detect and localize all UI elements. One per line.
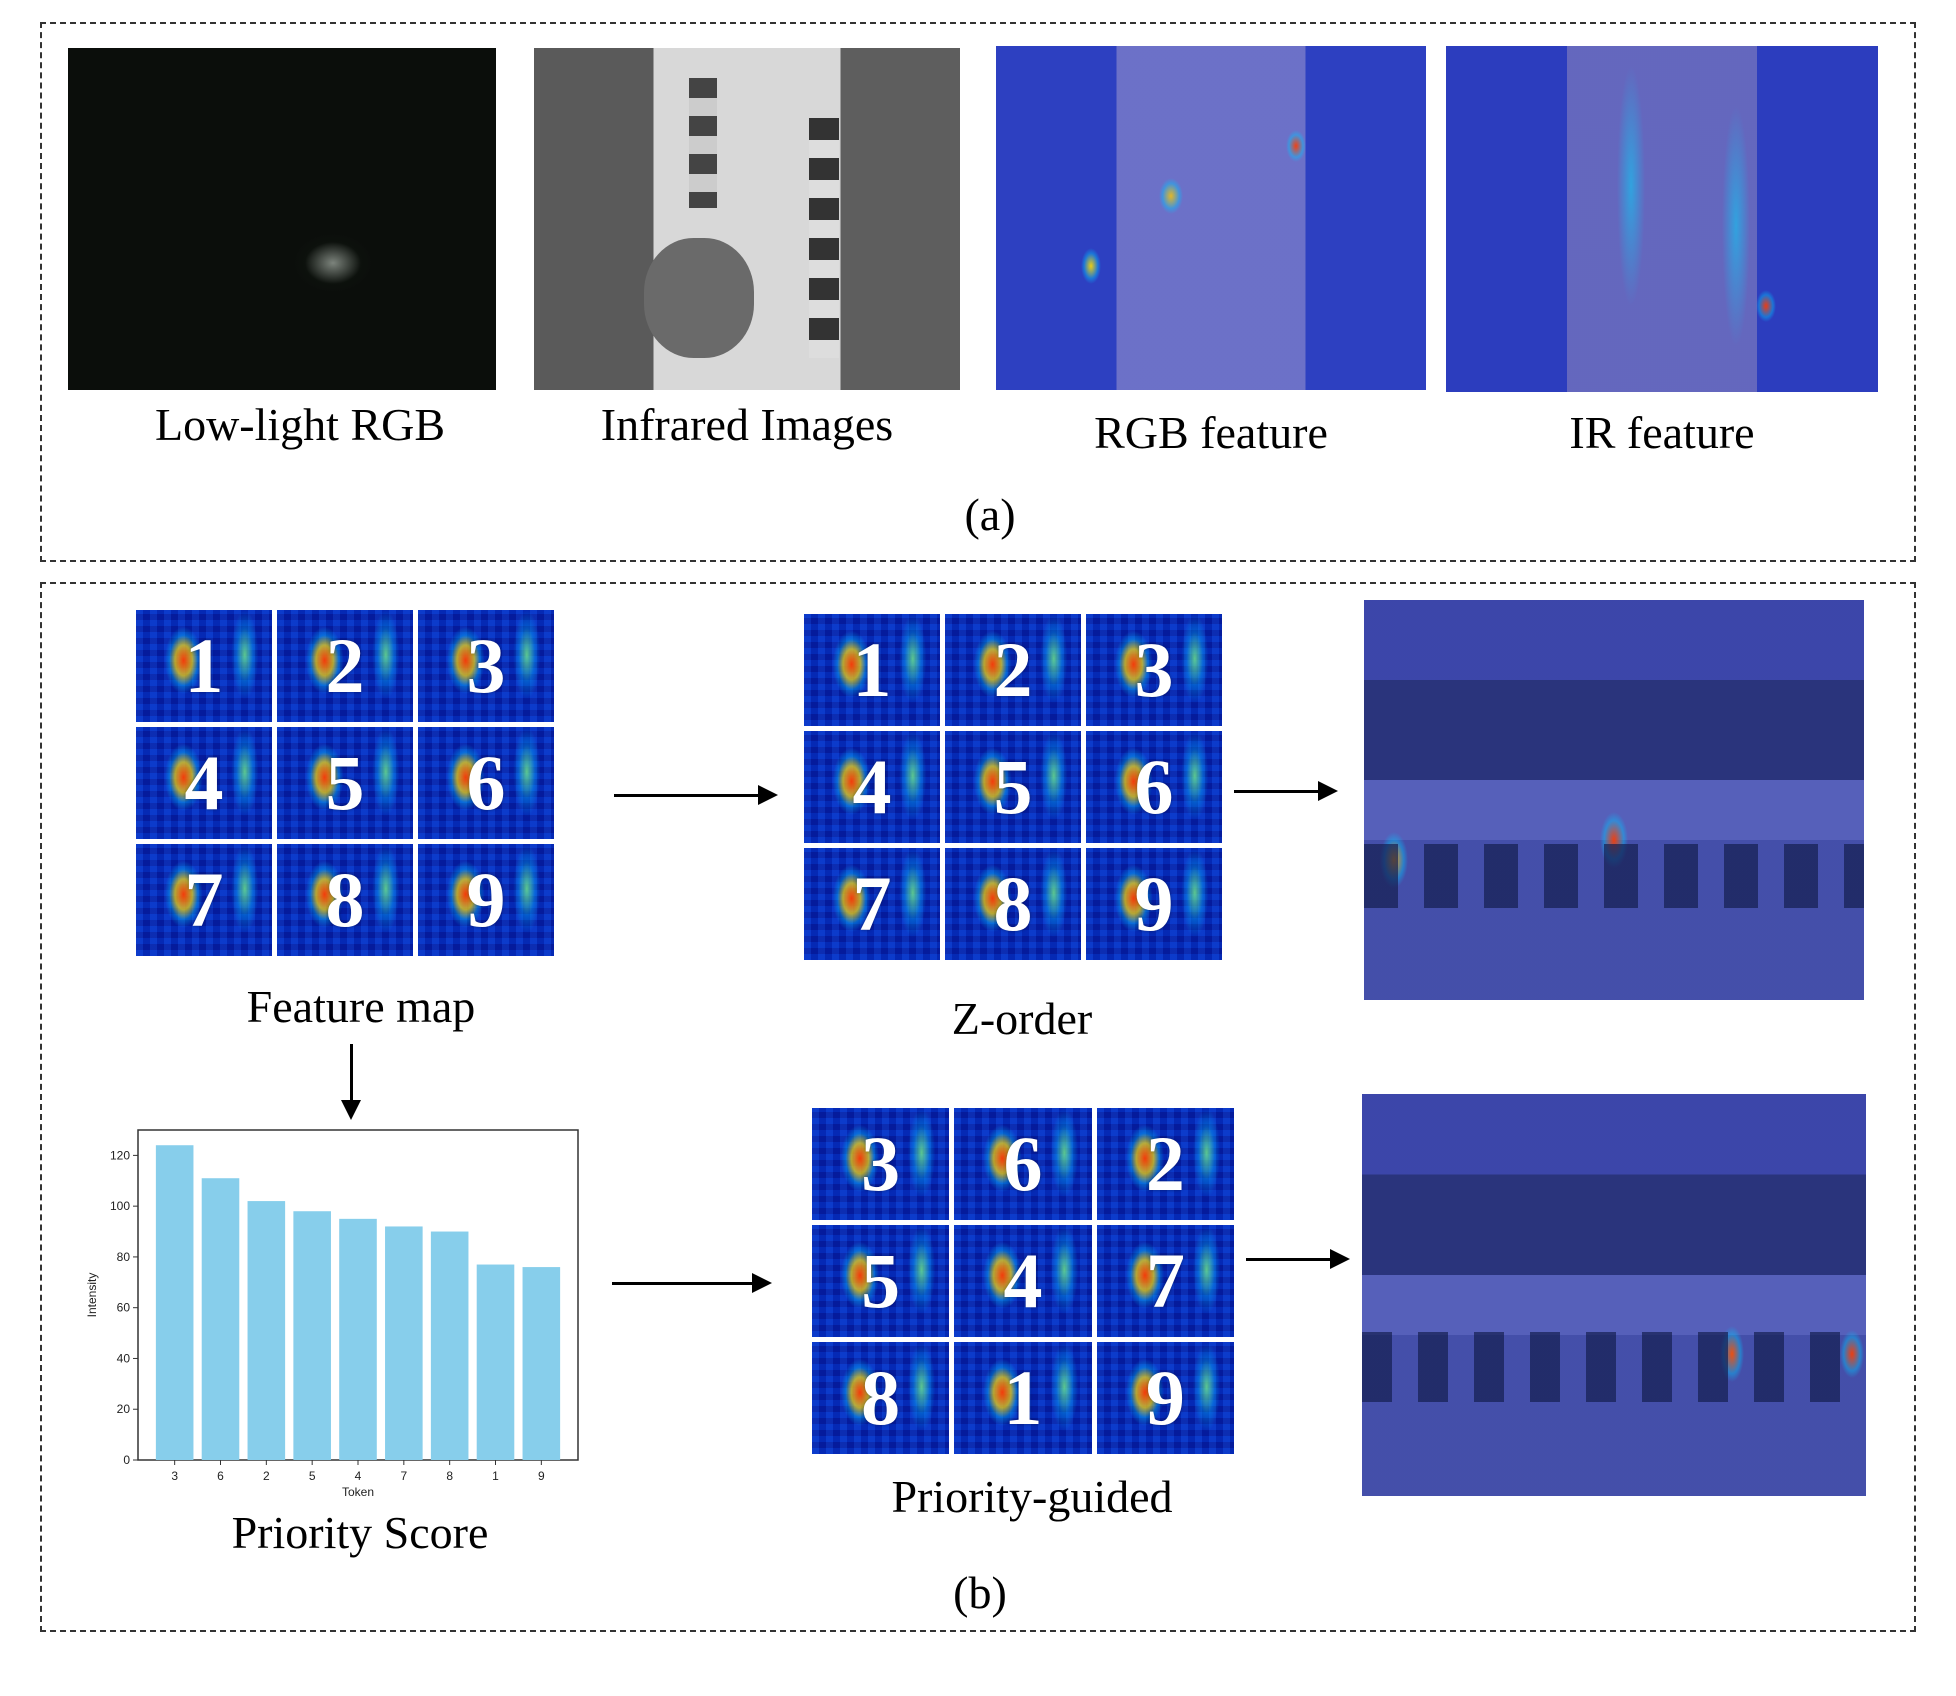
feature-map-token: 7 <box>136 844 272 956</box>
rgb-feature-map <box>996 46 1426 390</box>
zorder-token: 4 <box>804 731 940 843</box>
low-light-rgb-image <box>68 48 496 390</box>
bar <box>247 1201 286 1460</box>
panel-b <box>40 582 1916 1632</box>
panel-a <box>40 22 1916 562</box>
bar <box>339 1218 377 1460</box>
caption-zorder: Z-order <box>951 993 1093 1044</box>
y-tick-label: 60 <box>117 1301 131 1315</box>
feature-map-token: 8 <box>277 844 413 956</box>
priority-guided-grid: 3 6 2 5 4 7 8 1 9 <box>812 1108 1234 1454</box>
priority-token: 9 <box>1096 1342 1234 1454</box>
bar <box>522 1267 561 1460</box>
infrared-image <box>534 48 960 390</box>
x-tick-label: 1 <box>492 1469 499 1483</box>
bar <box>385 1226 423 1460</box>
y-tick-label: 20 <box>117 1402 131 1416</box>
feature-map-token: 1 <box>136 610 272 722</box>
arrow-priority-to-result <box>1246 1249 1350 1269</box>
bar <box>476 1264 515 1460</box>
priority-result-image <box>1362 1094 1866 1496</box>
zorder-token: 3 <box>1086 614 1222 726</box>
priority-token: 8 <box>812 1342 950 1454</box>
x-tick-label: 7 <box>400 1469 407 1483</box>
zorder-token: 9 <box>1086 848 1222 960</box>
panel-b-label: (b) <box>953 1567 1007 1618</box>
feature-map-token: 9 <box>418 844 554 956</box>
y-tick-label: 80 <box>117 1250 131 1264</box>
priority-token: 4 <box>954 1225 1092 1337</box>
bar <box>293 1211 331 1460</box>
priority-token: 2 <box>1096 1108 1234 1220</box>
arrow-score-to-priority <box>612 1273 772 1293</box>
priority-token: 5 <box>812 1225 950 1337</box>
priority-token: 6 <box>954 1108 1092 1220</box>
priority-score-chart: 3 6 2 5 4 7 8 1 9 0 20 40 60 80 100 120 Token Intensity <box>85 1129 579 1499</box>
caption-feature-map: Feature map <box>246 981 476 1032</box>
x-tick-label: 5 <box>309 1469 316 1483</box>
bar <box>201 1178 240 1460</box>
arrow-feature-to-score <box>341 1044 361 1120</box>
x-tick-label: 8 <box>446 1469 453 1483</box>
y-tick-label: 120 <box>110 1148 130 1162</box>
caption-priority-score: Priority Score <box>231 1507 489 1558</box>
priority-token: 7 <box>1096 1225 1234 1337</box>
x-axis-label: Token <box>342 1485 374 1499</box>
feature-map-token: 5 <box>277 727 413 839</box>
zorder-token: 1 <box>804 614 940 726</box>
y-tick-label: 40 <box>117 1351 131 1365</box>
priority-token: 3 <box>812 1108 950 1220</box>
feature-map-token: 4 <box>136 727 272 839</box>
panel-a-label: (a) <box>964 489 1016 540</box>
y-tick-label: 100 <box>110 1199 130 1213</box>
y-tick-label: 0 <box>123 1453 130 1467</box>
priority-token: 1 <box>954 1342 1092 1454</box>
arrow-feature-to-zorder <box>614 785 778 805</box>
zorder-token: 2 <box>945 614 1081 726</box>
zorder-token: 5 <box>945 731 1081 843</box>
arrow-zorder-to-result <box>1234 781 1338 801</box>
bar <box>430 1231 469 1460</box>
x-tick-label: 4 <box>355 1469 362 1483</box>
feature-map-grid: 1 2 3 4 5 6 7 8 9 <box>136 610 554 956</box>
feature-map-token: 2 <box>277 610 413 722</box>
zorder-token: 6 <box>1086 731 1222 843</box>
ir-feature-map <box>1446 46 1878 392</box>
x-tick-label: 6 <box>217 1469 224 1483</box>
caption-rgb-feature: RGB feature <box>1094 407 1328 458</box>
caption-priority-guided: Priority-guided <box>891 1471 1173 1522</box>
x-tick-label: 2 <box>263 1469 270 1483</box>
x-tick-label: 3 <box>171 1469 178 1483</box>
caption-low-light-rgb: Low-light RGB <box>154 399 446 450</box>
zorder-token: 8 <box>945 848 1081 960</box>
zorder-result-image <box>1364 600 1864 1000</box>
x-tick-label: 9 <box>538 1469 545 1483</box>
feature-map-token: 6 <box>418 727 554 839</box>
zorder-grid: 1 2 3 4 5 6 7 8 9 <box>804 614 1222 960</box>
caption-infrared-images: Infrared Images <box>600 399 894 450</box>
bar <box>155 1145 194 1460</box>
caption-ir-feature: IR feature <box>1569 407 1755 458</box>
feature-map-token: 3 <box>418 610 554 722</box>
y-axis-label: Intensity <box>85 1273 99 1318</box>
zorder-token: 7 <box>804 848 940 960</box>
